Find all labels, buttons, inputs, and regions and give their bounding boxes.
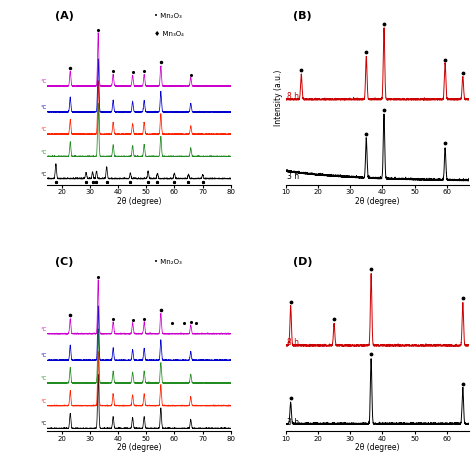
X-axis label: 2θ (degree): 2θ (degree) bbox=[356, 443, 400, 452]
X-axis label: 2θ (degree): 2θ (degree) bbox=[117, 443, 161, 452]
Text: (A): (A) bbox=[55, 11, 73, 21]
Text: 8 h: 8 h bbox=[287, 338, 300, 347]
Text: °C: °C bbox=[40, 376, 46, 381]
X-axis label: 2θ (degree): 2θ (degree) bbox=[356, 197, 400, 206]
Text: • Mn₂O₃: • Mn₂O₃ bbox=[154, 259, 182, 265]
Text: ♦ Mn₃O₄: ♦ Mn₃O₄ bbox=[154, 30, 183, 36]
Text: (B): (B) bbox=[293, 11, 312, 21]
Text: °C: °C bbox=[40, 421, 46, 427]
Text: °C: °C bbox=[40, 128, 46, 132]
X-axis label: 2θ (degree): 2θ (degree) bbox=[117, 197, 161, 206]
Text: °C: °C bbox=[40, 353, 46, 358]
Text: (C): (C) bbox=[55, 257, 73, 267]
Text: °C: °C bbox=[40, 172, 46, 177]
Text: °C: °C bbox=[40, 150, 46, 155]
Text: °C: °C bbox=[40, 327, 46, 332]
Text: • Mn₂O₃: • Mn₂O₃ bbox=[154, 13, 182, 19]
Text: 3 h: 3 h bbox=[287, 418, 300, 427]
Text: °C: °C bbox=[40, 105, 46, 110]
Text: °C: °C bbox=[40, 79, 46, 84]
Text: 3 h: 3 h bbox=[287, 172, 300, 181]
Text: (D): (D) bbox=[293, 257, 313, 267]
Text: 8 h: 8 h bbox=[287, 92, 300, 101]
Text: °C: °C bbox=[40, 399, 46, 404]
Y-axis label: Intensity (a.u.): Intensity (a.u.) bbox=[274, 69, 283, 126]
